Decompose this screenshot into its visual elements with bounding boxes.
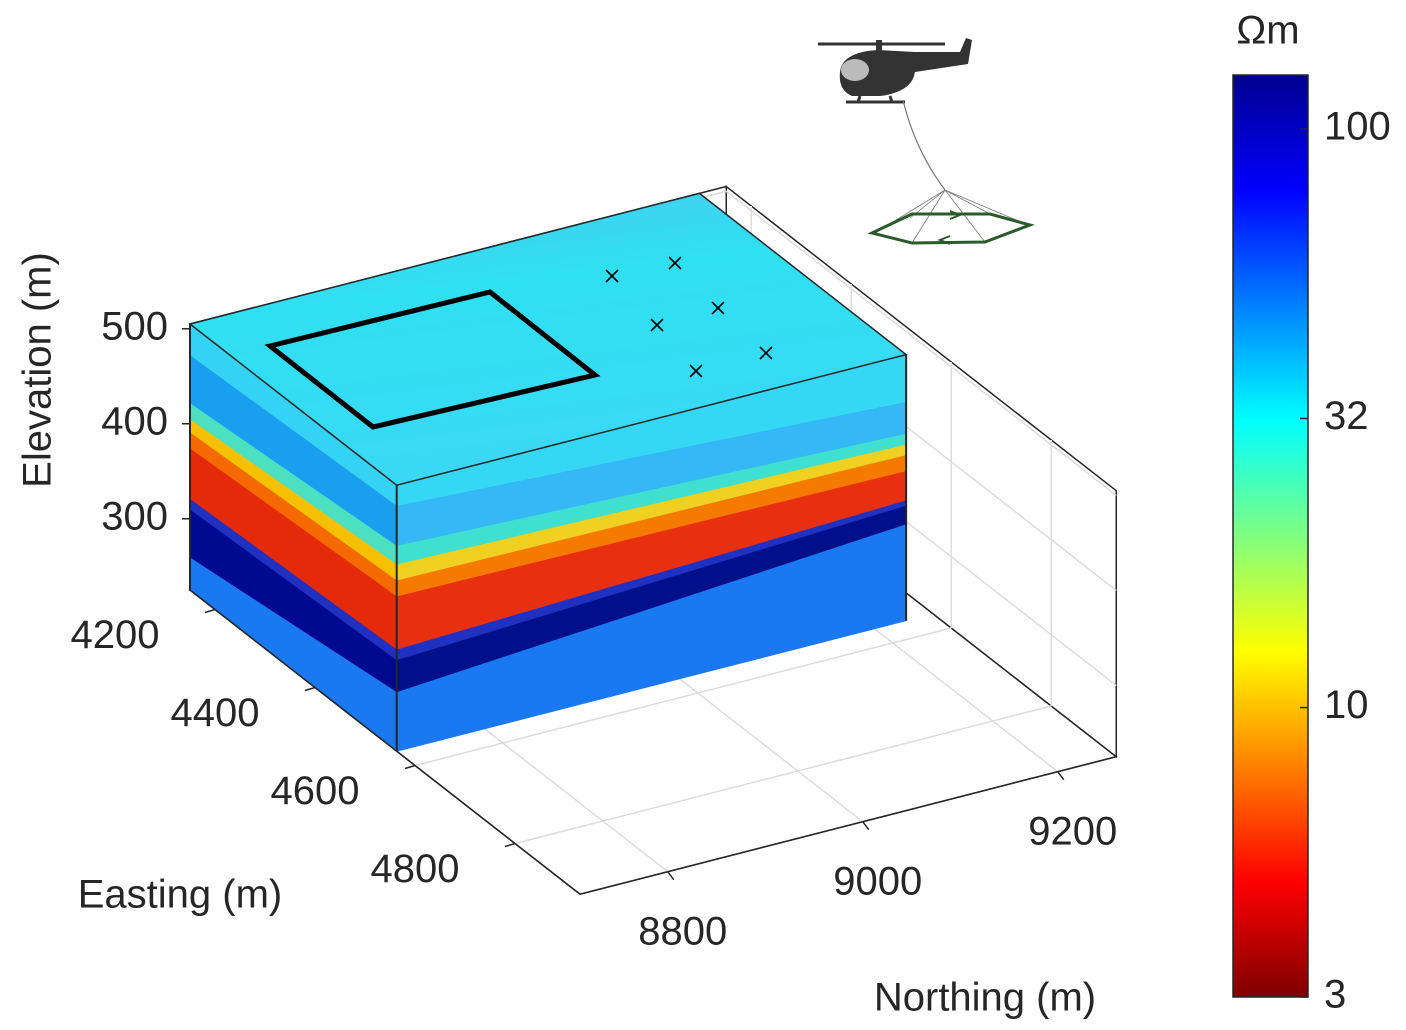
colorbar-label: Ωm	[1236, 9, 1299, 53]
colorbar: Ωm 3 10 32 100	[1232, 9, 1391, 1017]
grid-line	[514, 705, 1052, 845]
tick-mark	[667, 871, 675, 881]
grid-line	[414, 627, 952, 767]
x-tick-label: 4800	[371, 847, 460, 891]
y-tick-label: 9000	[833, 859, 922, 903]
survey-overlay	[264, 256, 773, 430]
x-tick-label: 4200	[71, 613, 160, 657]
z-tick-label: 400	[101, 399, 168, 443]
tick-mark	[504, 842, 516, 848]
y-tick-label: 8800	[638, 909, 727, 953]
tick-mark	[204, 608, 216, 614]
survey-area	[264, 289, 601, 430]
helicopter	[818, 38, 1035, 245]
z-tick-label: 300	[101, 494, 168, 538]
colorbar-tick-label: 10	[1324, 683, 1369, 727]
grid-line	[725, 190, 1117, 497]
tick-mark	[862, 821, 870, 831]
station-markers	[605, 256, 773, 378]
colorbar-box	[1232, 74, 1309, 998]
colorbar-tick-label: 32	[1324, 394, 1369, 438]
z-axis-label: Elevation (m)	[16, 252, 60, 488]
x-tick-label: 4400	[171, 691, 260, 735]
resistivity-block	[188, 192, 908, 753]
colorbar-tick-label: 3	[1324, 973, 1346, 1017]
x-tick-label: 4600	[271, 769, 360, 813]
axis-line	[579, 755, 1117, 895]
tick-mark	[404, 764, 416, 770]
y-axis-label: Northing (m)	[874, 976, 1096, 1020]
tick-mark	[1057, 771, 1065, 781]
tick-mark	[304, 686, 316, 692]
colorbar-tick-label: 100	[1324, 105, 1391, 149]
y-tick-label: 9200	[1028, 809, 1117, 853]
z-tick-label: 500	[101, 304, 168, 348]
x-axis-label: Easting (m)	[78, 873, 283, 917]
